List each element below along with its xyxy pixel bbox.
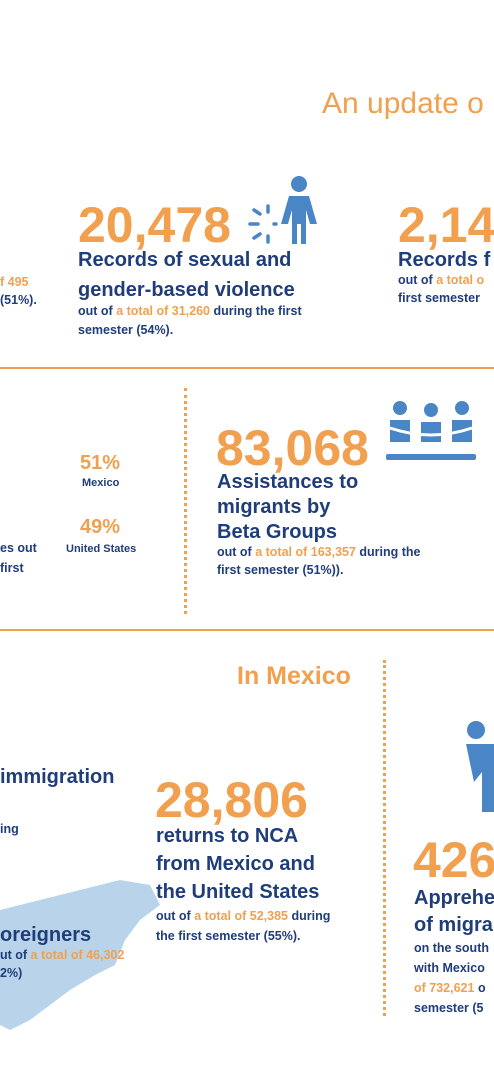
stat-title: Records of sexual and xyxy=(78,249,292,271)
note-text: out of xyxy=(217,545,256,559)
note-text: out of xyxy=(398,273,437,287)
stat-note: semester (54%). xyxy=(78,323,174,337)
split-label: Mexico xyxy=(82,477,120,489)
stat-note: out of a total of 31,260 during the firs… xyxy=(78,303,302,319)
header-title: An update o xyxy=(322,87,484,120)
icon-woman xyxy=(248,176,317,244)
note-text: during xyxy=(287,909,331,923)
fragment-title: oreigners xyxy=(0,924,92,946)
stat-number: 426 xyxy=(413,832,494,888)
fragment-text: es out xyxy=(0,541,37,555)
stat-note: the first semester (55%). xyxy=(156,929,301,943)
fragment-text: ing xyxy=(0,822,19,836)
divider xyxy=(0,629,494,631)
map-shape xyxy=(0,880,160,1030)
stat-title: from Mexico and xyxy=(156,853,315,875)
stat-number: 83,068 xyxy=(216,420,369,476)
stat-note: first semester xyxy=(398,291,480,305)
stat-note: on the south xyxy=(414,941,489,955)
stat-title: gender-based violence xyxy=(78,279,295,301)
fragment-text: 2%) xyxy=(0,966,23,980)
stat-note: out of a total o xyxy=(398,272,484,288)
dotted-divider xyxy=(184,388,187,614)
split-value: 51% xyxy=(80,452,121,474)
stat-title: Records f xyxy=(398,249,491,271)
note-text: o xyxy=(474,981,486,995)
divider xyxy=(0,367,494,369)
stat-number: 2,14 xyxy=(398,197,494,253)
note-highlight: a total of 31,260 xyxy=(116,304,210,318)
section-title: In Mexico xyxy=(237,662,351,690)
note-highlight: of 732,621 xyxy=(414,981,475,995)
stat-number: 28,806 xyxy=(155,772,308,828)
fragment-title: immigration xyxy=(0,766,115,788)
stat-note: first semester (51%)). xyxy=(217,563,344,577)
icon-group xyxy=(386,401,476,460)
stat-title: Beta Groups xyxy=(217,521,338,543)
note-text: out of xyxy=(156,909,195,923)
stat-number: 20,478 xyxy=(78,197,231,253)
stat-note: of 732,621 o xyxy=(414,980,486,996)
note-text: out of xyxy=(78,304,117,318)
dotted-divider xyxy=(383,660,386,1016)
fragment-text: ut of a total of 46,302 xyxy=(0,947,124,963)
stat-title: migrants by xyxy=(217,496,331,518)
fragment-text: (51%). xyxy=(0,293,37,307)
note-text: ut of xyxy=(0,948,31,962)
note-highlight: a total of 46,302 xyxy=(30,948,125,962)
stat-title: Assistances to xyxy=(217,471,359,493)
stat-title: returns to NCA xyxy=(156,825,299,847)
note-text: during the xyxy=(355,545,421,559)
stat-title: of migra xyxy=(414,914,493,936)
note-text: during the first xyxy=(209,304,302,318)
split-value: 49% xyxy=(80,516,121,538)
stat-note: out of a total of 163,357 during the xyxy=(217,544,421,560)
stat-note: with Mexico xyxy=(414,961,485,975)
note-highlight: a total o xyxy=(436,273,485,287)
stat-title: Apprehe xyxy=(414,887,494,909)
fragment-text: f 495 xyxy=(0,275,29,289)
note-highlight: a total of 52,385 xyxy=(194,909,288,923)
stat-title: the United States xyxy=(156,881,320,903)
note-highlight: a total of 163,357 xyxy=(255,545,356,559)
stat-note: semester (5 xyxy=(414,1001,484,1015)
fragment-text: first xyxy=(0,561,24,575)
stat-note: out of a total of 52,385 during xyxy=(156,908,330,924)
icon-person xyxy=(466,721,494,812)
split-label: United States xyxy=(66,543,137,555)
